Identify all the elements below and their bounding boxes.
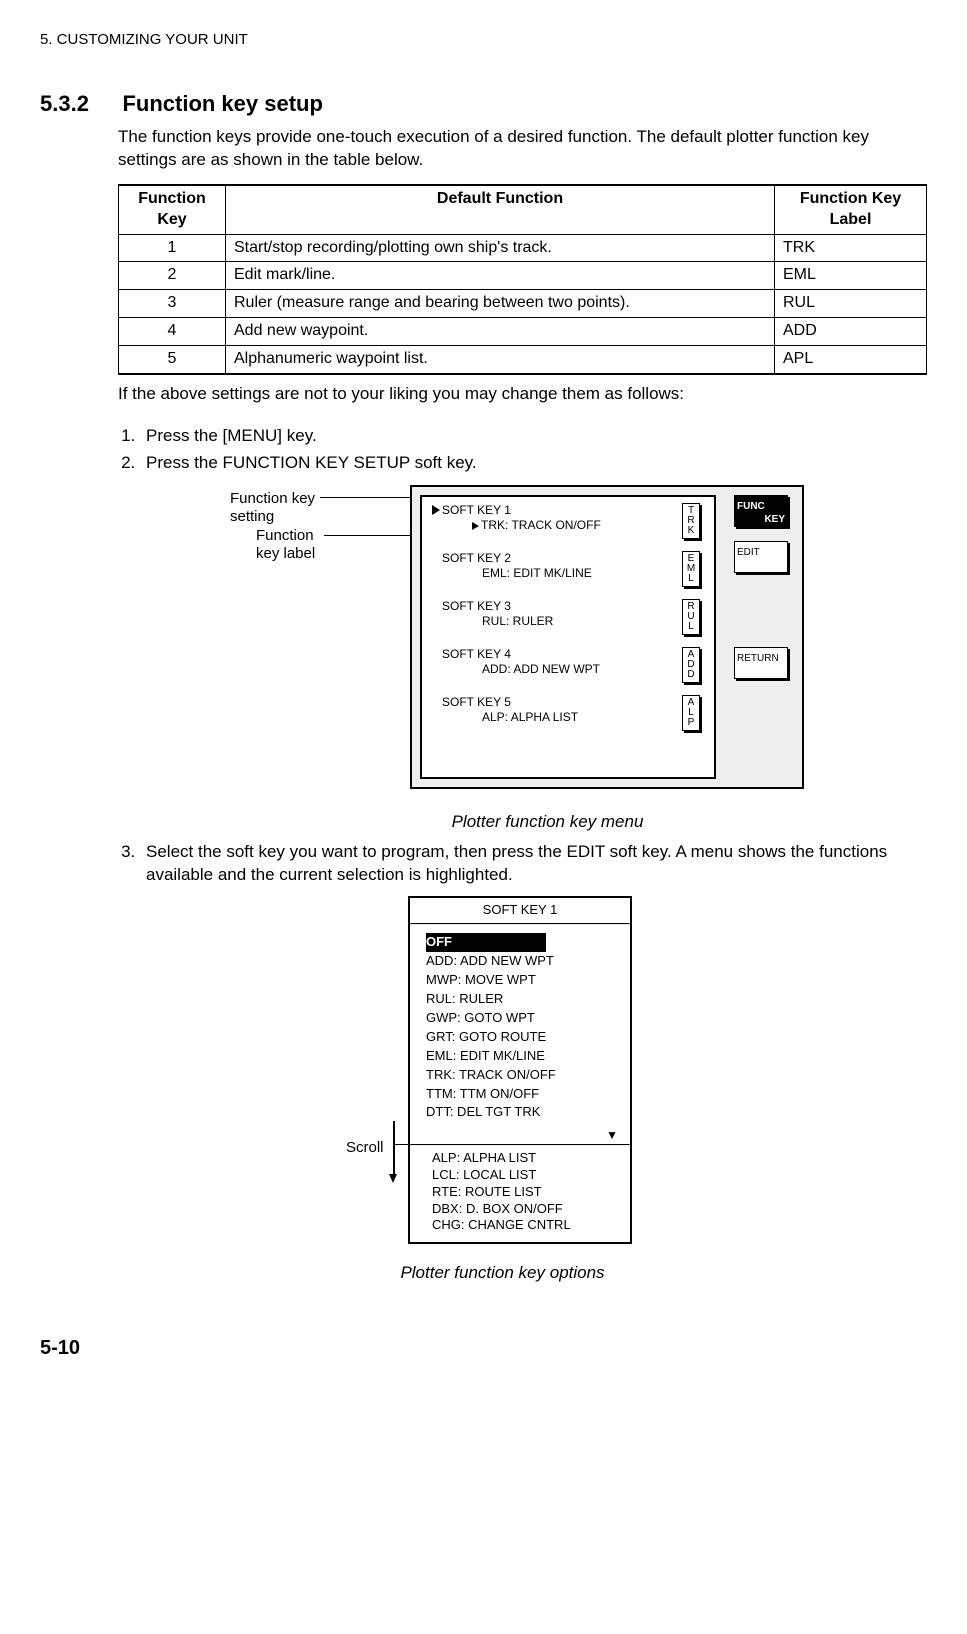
cell-func: Add new waypoint.: [226, 317, 775, 345]
option-item[interactable]: GWP: GOTO WPT: [426, 1009, 630, 1028]
options-list-extra: ALP: ALPHA LIST LCL: LOCAL LIST RTE: ROU…: [432, 1150, 630, 1234]
intro-paragraph: The function keys provide one-touch exec…: [118, 126, 927, 172]
scroll-down-icon: ▼: [410, 1128, 630, 1144]
options-box: SOFT KEY 1 OFF ADD: ADD NEW WPT MWP: MOV…: [408, 896, 632, 1244]
cell-label: EML: [775, 262, 927, 290]
cell-func: Ruler (measure range and bearing between…: [226, 290, 775, 318]
table-row: 4 Add new waypoint. ADD: [119, 317, 927, 345]
section-number: 5.3.2: [40, 90, 118, 119]
key-badge: ALP: [682, 695, 700, 731]
chapter-header: 5. CUSTOMIZING YOUR UNIT: [40, 30, 927, 50]
softkey-title: SOFT KEY 5: [442, 695, 578, 711]
softkey-sub: TRK: TRACK ON/OFF: [472, 518, 601, 534]
arrowhead-icon: [472, 522, 479, 530]
softkey-entry: SOFT KEY 4 ADD: ADD NEW WPT: [442, 647, 600, 678]
option-item[interactable]: ALP: ALPHA LIST: [432, 1150, 630, 1167]
figure2-caption: Plotter function key options: [78, 1262, 927, 1284]
pointer-icon: [432, 505, 440, 515]
options-title: SOFT KEY 1: [410, 898, 630, 923]
cell-key: 4: [119, 317, 226, 345]
step-2: Press the FUNCTION KEY SETUP soft key.: [140, 452, 927, 475]
softkey-entry: SOFT KEY 5 ALP: ALPHA LIST: [442, 695, 578, 726]
option-item[interactable]: DTT: DEL TGT TRK: [426, 1103, 630, 1122]
key-badge: TRK: [682, 503, 700, 539]
key-badge: EML: [682, 551, 700, 587]
softkey-sub: ALP: ALPHA LIST: [482, 710, 578, 726]
softkey-title: SOFT KEY 1: [432, 503, 601, 519]
cell-key: 5: [119, 345, 226, 373]
annotation-label: Function key label: [256, 527, 326, 563]
cell-func: Alphanumeric waypoint list.: [226, 345, 775, 373]
softkey-sub: ADD: ADD NEW WPT: [482, 662, 600, 678]
cell-func: Start/stop recording/plotting own ship's…: [226, 234, 775, 262]
step-list: Press the [MENU] key. Press the FUNCTION…: [118, 425, 927, 475]
step-1: Press the [MENU] key.: [140, 425, 927, 448]
menu-inner-panel: SOFT KEY 1 TRK: TRACK ON/OFF SOFT KEY 2 …: [420, 495, 716, 779]
th-func: Default Function: [226, 185, 775, 234]
cell-label: RUL: [775, 290, 927, 318]
option-item[interactable]: EML: EDIT MK/LINE: [426, 1047, 630, 1066]
edit-button[interactable]: EDIT: [734, 541, 788, 573]
table-row: 3 Ruler (measure range and bearing betwe…: [119, 290, 927, 318]
softkey-title: SOFT KEY 4: [442, 647, 600, 663]
cell-label: TRK: [775, 234, 927, 262]
post-table-text: If the above settings are not to your li…: [118, 383, 927, 405]
pointer-line: [393, 1144, 408, 1145]
options-list: OFF ADD: ADD NEW WPT MWP: MOVE WPT RUL: …: [426, 933, 630, 1122]
option-item[interactable]: GRT: GOTO ROUTE: [426, 1028, 630, 1047]
return-button[interactable]: RETURN: [734, 647, 788, 679]
section-title: Function key setup: [122, 91, 322, 116]
cell-func: Edit mark/line.: [226, 262, 775, 290]
softkey-entry: SOFT KEY 2 EML: EDIT MK/LINE: [442, 551, 592, 582]
pointer-line: [320, 497, 420, 498]
cell-label: APL: [775, 345, 927, 373]
divider: [410, 923, 630, 925]
softkey-sub: EML: EDIT MK/LINE: [482, 566, 592, 582]
func-key-button[interactable]: FUNCKEY: [734, 495, 788, 527]
key-badge: RUL: [682, 599, 700, 635]
softkey-title: SOFT KEY 2: [442, 551, 592, 567]
option-item[interactable]: LCL: LOCAL LIST: [432, 1167, 630, 1184]
menu-screen: SOFT KEY 1 TRK: TRACK ON/OFF SOFT KEY 2 …: [410, 485, 804, 789]
th-label: Function Key Label: [775, 185, 927, 234]
cell-key: 1: [119, 234, 226, 262]
option-item[interactable]: DBX: D. BOX ON/OFF: [432, 1201, 630, 1218]
step-3: Select the soft key you want to program,…: [140, 841, 927, 887]
divider: [410, 1144, 630, 1146]
softkey-entry: SOFT KEY 1 TRK: TRACK ON/OFF: [432, 503, 601, 534]
option-item[interactable]: RUL: RULER: [426, 990, 630, 1009]
option-item[interactable]: RTE: ROUTE LIST: [432, 1184, 630, 1201]
cell-label: ADD: [775, 317, 927, 345]
table-row: 1 Start/stop recording/plotting own ship…: [119, 234, 927, 262]
option-off[interactable]: OFF: [426, 933, 546, 952]
annotation-setting: Function key setting: [230, 490, 330, 526]
option-item[interactable]: ADD: ADD NEW WPT: [426, 952, 630, 971]
option-item[interactable]: TTM: TTM ON/OFF: [426, 1085, 630, 1104]
softkey-entry: SOFT KEY 3 RUL: RULER: [442, 599, 553, 630]
option-item[interactable]: MWP: MOVE WPT: [426, 971, 630, 990]
scroll-arrow-line: [393, 1121, 395, 1176]
key-badge: ADD: [682, 647, 700, 683]
scroll-label: Scroll: [346, 1138, 384, 1158]
cell-key: 2: [119, 262, 226, 290]
cell-key: 3: [119, 290, 226, 318]
page-number: 5-10: [40, 1335, 927, 1361]
softkey-sub: RUL: RULER: [482, 614, 553, 630]
th-key: Function Key: [119, 185, 226, 234]
table-row: 2 Edit mark/line. EML: [119, 262, 927, 290]
option-item[interactable]: CHG: CHANGE CNTRL: [432, 1217, 630, 1234]
arrowhead-down-icon: [389, 1174, 397, 1183]
function-key-table: Function Key Default Function Function K…: [118, 184, 927, 375]
option-item[interactable]: TRK: TRACK ON/OFF: [426, 1066, 630, 1085]
softkey-title: SOFT KEY 3: [442, 599, 553, 615]
table-row: 5 Alphanumeric waypoint list. APL: [119, 345, 927, 373]
figure1-caption: Plotter function key menu: [168, 811, 927, 833]
